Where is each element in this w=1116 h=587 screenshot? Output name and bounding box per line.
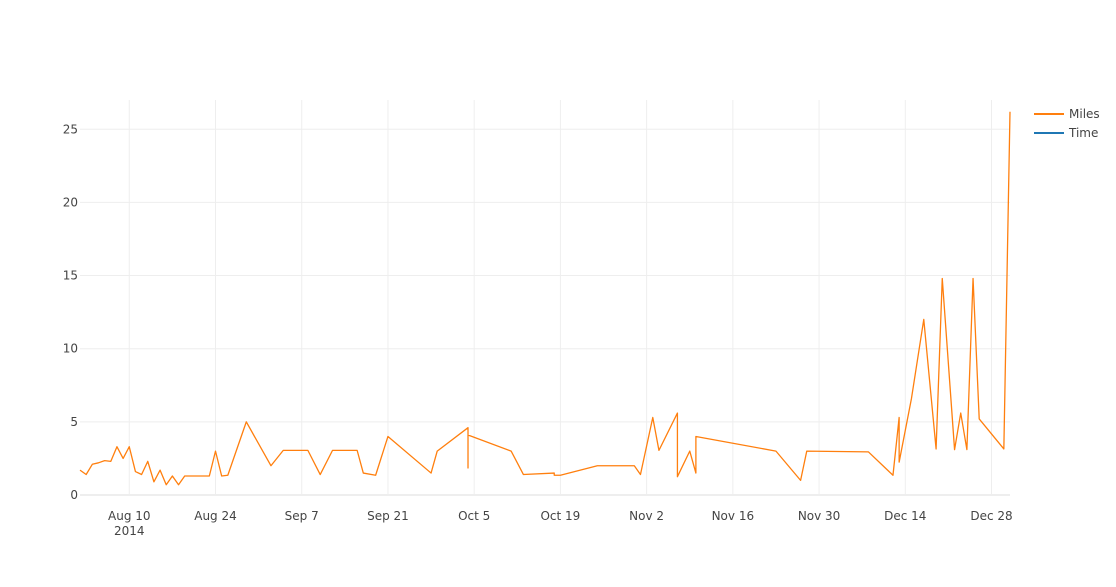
data-point-miles[interactable] xyxy=(220,474,224,478)
data-point-miles[interactable] xyxy=(361,471,365,475)
data-point-miles[interactable] xyxy=(318,473,322,477)
data-point-miles[interactable] xyxy=(96,461,100,465)
data-point-miles[interactable] xyxy=(521,473,525,477)
y-tick-label: 25 xyxy=(63,122,78,136)
x-tick-label: Nov 30 xyxy=(798,509,841,523)
data-point-miles[interactable] xyxy=(133,470,137,474)
data-point-miles[interactable] xyxy=(977,417,981,421)
grid-layer xyxy=(80,100,1010,496)
data-point-miles[interactable] xyxy=(121,456,125,460)
data-point-miles[interactable] xyxy=(595,464,599,468)
data-point-miles[interactable] xyxy=(632,464,636,468)
data-point-miles[interactable] xyxy=(1008,110,1012,114)
data-point-miles[interactable] xyxy=(244,420,248,424)
data-point-miles[interactable] xyxy=(934,447,938,451)
y-tick-label: 5 xyxy=(70,415,78,429)
data-point-miles[interactable] xyxy=(897,460,901,464)
data-point-miles[interactable] xyxy=(435,449,439,453)
data-point-miles[interactable] xyxy=(140,473,144,477)
x-tick-label: Nov 16 xyxy=(712,509,755,523)
data-point-miles[interactable] xyxy=(115,445,119,449)
data-point-miles[interactable] xyxy=(183,474,187,478)
data-point-miles[interactable] xyxy=(466,433,470,437)
data-point-miles[interactable] xyxy=(688,449,692,453)
data-point-miles[interactable] xyxy=(331,448,335,452)
y-tick-label: 20 xyxy=(63,195,78,209)
x-tick-label: Aug 24 xyxy=(194,509,237,523)
data-point-miles[interactable] xyxy=(1002,447,1006,451)
data-point-miles[interactable] xyxy=(675,475,679,479)
data-point-miles[interactable] xyxy=(638,473,642,477)
data-point-miles[interactable] xyxy=(109,459,113,463)
x-tick-label: Dec 28 xyxy=(970,509,1012,523)
data-point-miles[interactable] xyxy=(922,317,926,321)
data-point-miles[interactable] xyxy=(509,449,513,453)
data-point-miles[interactable] xyxy=(269,464,273,468)
data-point-miles[interactable] xyxy=(164,483,168,487)
data-point-miles[interactable] xyxy=(429,471,433,475)
data-point-miles[interactable] xyxy=(774,449,778,453)
data-point-miles[interactable] xyxy=(552,473,556,477)
data-point-miles[interactable] xyxy=(281,448,285,452)
data-point-miles[interactable] xyxy=(226,473,230,477)
data-point-miles[interactable] xyxy=(694,434,698,438)
data-point-miles[interactable] xyxy=(466,466,470,470)
x-tick-label: Aug 10 xyxy=(108,509,151,523)
x-tick-label: Sep 7 xyxy=(285,509,319,523)
data-point-miles[interactable] xyxy=(386,434,390,438)
x-tick-label: Oct 5 xyxy=(458,509,490,523)
data-point-miles[interactable] xyxy=(84,473,88,477)
data-point-miles[interactable] xyxy=(651,415,655,419)
x-tick-label: Nov 2 xyxy=(629,509,664,523)
data-point-miles[interactable] xyxy=(374,473,378,477)
data-point-miles[interactable] xyxy=(177,483,181,487)
data-point-miles[interactable] xyxy=(891,473,895,477)
legend[interactable]: Miles Time xyxy=(1034,107,1100,140)
data-point-miles[interactable] xyxy=(897,415,901,419)
data-point-miles[interactable] xyxy=(146,459,150,463)
data-point-miles[interactable] xyxy=(805,449,809,453)
data-point-miles[interactable] xyxy=(657,448,661,452)
series-line-miles[interactable] xyxy=(79,111,1011,486)
data-point-miles[interactable] xyxy=(909,396,913,400)
data-point-miles[interactable] xyxy=(213,449,217,453)
data-point-miles[interactable] xyxy=(207,474,211,478)
data-point-miles[interactable] xyxy=(965,448,969,452)
y-tick-label: 15 xyxy=(63,269,78,283)
x-tick-year-label: 2014 xyxy=(114,524,145,538)
data-point-miles[interactable] xyxy=(103,459,107,463)
data-point-miles[interactable] xyxy=(953,448,957,452)
data-point-miles[interactable] xyxy=(152,480,156,484)
data-point-miles[interactable] xyxy=(90,462,94,466)
data-point-miles[interactable] xyxy=(940,276,944,280)
data-point-miles[interactable] xyxy=(959,411,963,415)
data-point-miles[interactable] xyxy=(127,445,131,449)
legend-item-miles[interactable]: Miles xyxy=(1034,107,1100,121)
data-point-miles[interactable] xyxy=(558,473,562,477)
x-tick-label: Sep 21 xyxy=(367,509,409,523)
data-point-miles[interactable] xyxy=(306,448,310,452)
data-point-miles[interactable] xyxy=(158,468,162,472)
data-point-miles[interactable] xyxy=(466,426,470,430)
series-layer xyxy=(78,110,1012,487)
y-tick-label: 0 xyxy=(70,488,78,502)
data-point-miles[interactable] xyxy=(799,478,803,482)
data-point-miles[interactable] xyxy=(355,448,359,452)
legend-item-time[interactable]: Time xyxy=(1034,126,1098,140)
x-tick-label: Oct 19 xyxy=(540,509,580,523)
data-point-miles[interactable] xyxy=(694,471,698,475)
x-tick-label: Dec 14 xyxy=(884,509,926,523)
data-point-miles[interactable] xyxy=(78,468,82,472)
y-tick-label: 10 xyxy=(63,342,78,356)
data-point-miles[interactable] xyxy=(866,450,870,454)
data-point-miles[interactable] xyxy=(971,276,975,280)
legend-label: Miles xyxy=(1069,107,1100,121)
data-point-miles[interactable] xyxy=(170,474,174,478)
legend-label: Time xyxy=(1068,126,1098,140)
data-point-miles[interactable] xyxy=(675,411,679,415)
